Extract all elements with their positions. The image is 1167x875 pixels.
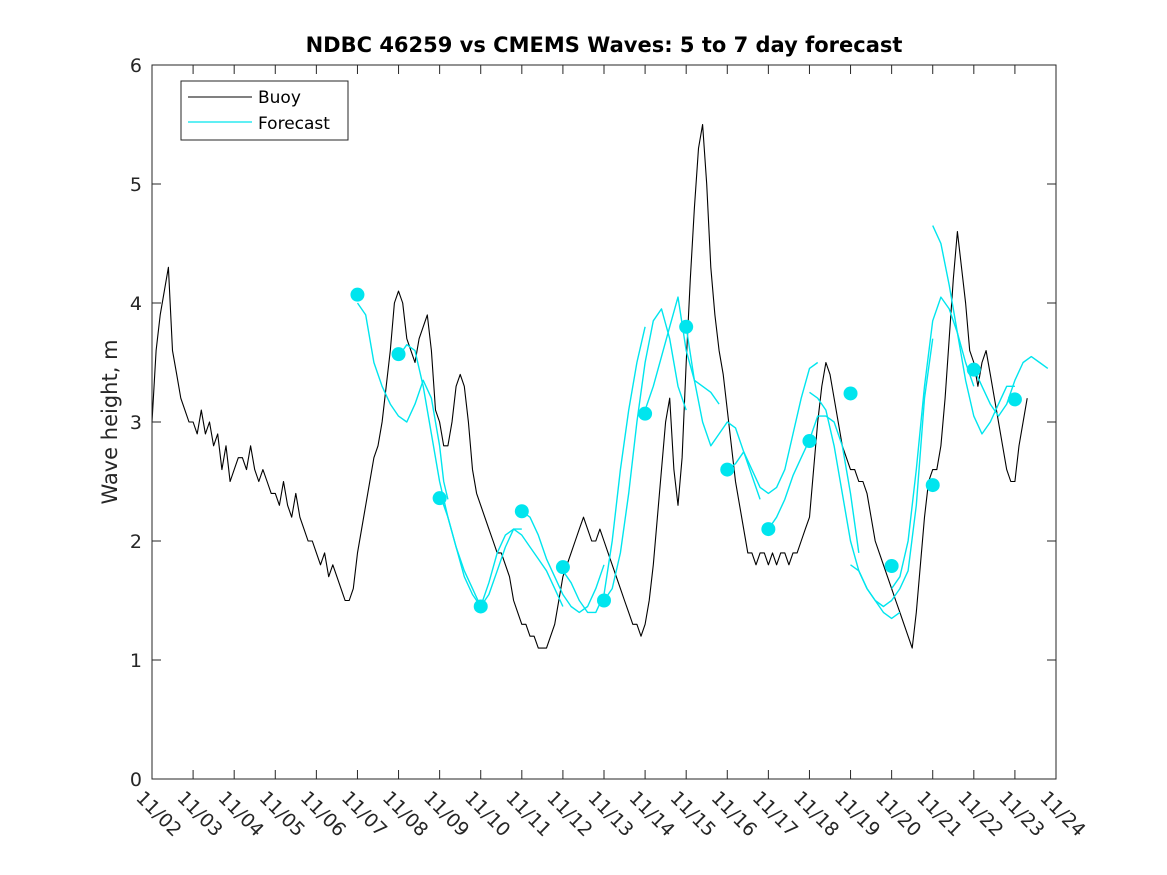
y-tick-label: 3 [130,412,142,434]
forecast-line [850,338,934,608]
y-axis-ticks: 0 1 2 3 4 5 6 [130,55,1056,791]
forecast-marker [802,434,817,449]
forecast-line [521,510,605,614]
forecast-marker [966,362,981,377]
forecast-marker [432,491,447,506]
forecast-marker [679,319,694,334]
forecast-line [603,308,687,601]
y-tick-label: 2 [130,531,142,553]
forecast-marker [391,347,406,362]
forecast-line [932,225,1015,435]
legend-buoy-label: Buoy [258,88,301,108]
forecast-marker [555,560,570,575]
forecast-line [891,296,975,590]
forecast-marker [638,406,653,421]
forecast-line [356,302,449,500]
legend: Buoy Forecast [180,80,349,141]
y-tick-label: 6 [130,55,142,77]
forecast-marker [843,386,858,401]
forecast-line [809,391,901,620]
forecast-marker [925,478,940,493]
forecast-marker [720,462,735,477]
legend-forecast-label: Forecast [258,114,330,134]
forecast-marker [350,287,365,302]
forecast-line [726,361,819,495]
forecast-line [685,326,761,500]
forecast-marker [884,558,899,573]
forecast-line [397,344,482,607]
y-tick-label: 5 [130,174,142,196]
forecast-marker [514,504,529,519]
y-tick-label: 4 [130,293,142,315]
y-tick-label: 1 [130,650,142,672]
legend-box [180,80,349,141]
plot-area [152,65,1056,779]
forecast-line [480,528,564,607]
forecast-marker [761,522,776,537]
buoy-line [151,123,1028,649]
chart-title: NDBC 46259 vs CMEMS Waves: 5 to 7 day fo… [306,33,903,57]
series-layer [151,123,1049,649]
forecast-line [767,415,860,553]
forecast-marker [597,593,611,608]
forecast-marker [1007,392,1022,407]
y-tick-label: 0 [130,769,142,791]
axes-box [151,64,1057,780]
y-axis-label: Wave height, m [98,339,122,504]
forecast-marker [473,599,488,614]
forecast-line [973,355,1049,417]
